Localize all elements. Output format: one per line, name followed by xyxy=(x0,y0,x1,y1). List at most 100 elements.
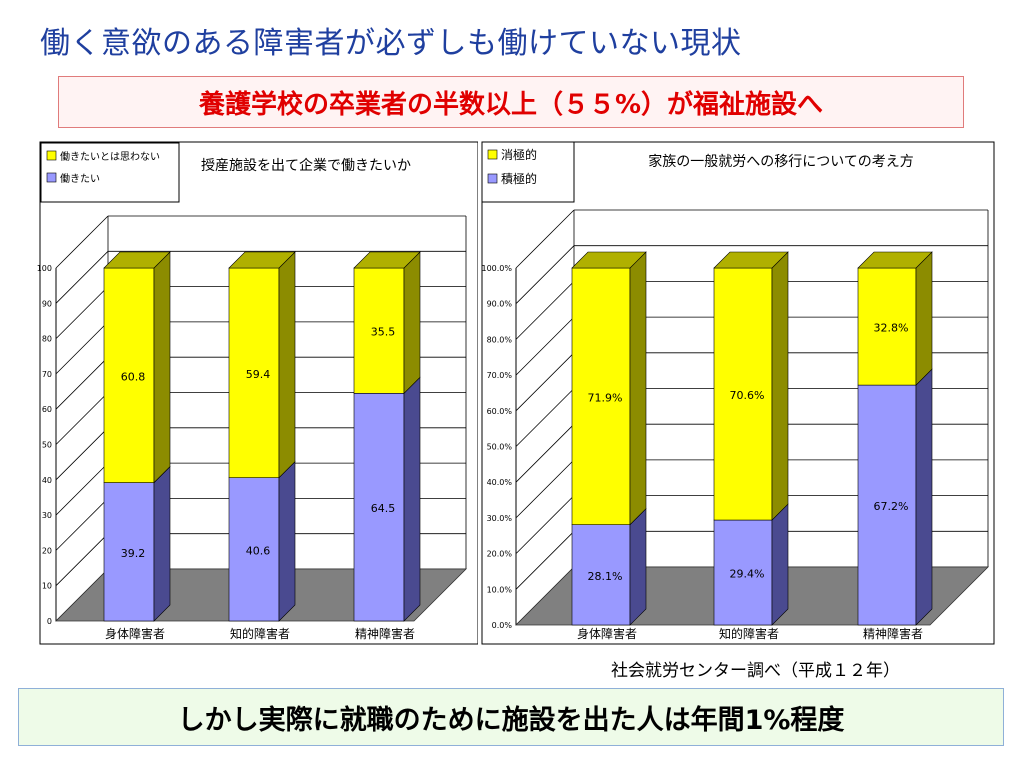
bar-side xyxy=(771,503,789,626)
bar-top xyxy=(228,251,296,269)
bar-side xyxy=(153,251,171,484)
gridline-side xyxy=(55,215,109,269)
y-tick-label: 10.0% xyxy=(487,585,513,594)
data-label: 60.8 xyxy=(121,370,146,383)
legend xyxy=(481,141,575,203)
bar-segment xyxy=(713,267,773,521)
gridline-side xyxy=(515,423,575,483)
bar-side xyxy=(278,251,296,479)
gridline-side xyxy=(515,281,575,340)
y-tick-label: 20 xyxy=(42,546,52,555)
gridline-side xyxy=(515,352,575,412)
bar-side xyxy=(278,460,296,622)
y-tick-label: 40 xyxy=(42,476,52,485)
chart-right: 0.0% 10.0% 20.0% 30.0% 40.0% 50.0% 60.0% 70.0% 8… xyxy=(481,141,995,645)
y-tick-label: 80.0% xyxy=(487,335,513,344)
conclusion-text: しかし実際に就職のために施設を出た人は年間1%程度 xyxy=(177,704,845,736)
x-tick-label: 身体障害者 xyxy=(577,626,637,641)
data-label: 35.5 xyxy=(371,326,396,339)
y-tick-label: 100.0% xyxy=(481,264,512,273)
data-label: 67.2% xyxy=(874,500,909,513)
y-tick-label: 90 xyxy=(42,299,52,308)
legend xyxy=(40,142,180,203)
bar-top xyxy=(353,251,421,269)
y-tick-label: 60.0% xyxy=(487,407,513,416)
data-label: 39.2 xyxy=(121,547,146,560)
gridline-side xyxy=(515,245,575,304)
bar-segment xyxy=(228,267,280,478)
bar-side xyxy=(915,251,933,386)
highlight-text: 養護学校の卒業者の半数以上（５５%）が福祉施設へ xyxy=(198,89,824,120)
gridline-side xyxy=(55,251,109,304)
bar-side xyxy=(403,251,421,395)
data-label: 71.9% xyxy=(588,391,623,404)
chart-title: 授産施設を出て企業で働きたいか xyxy=(201,157,411,174)
gridline-side xyxy=(55,427,109,481)
legend-swatch xyxy=(487,173,498,184)
bar-segment xyxy=(103,267,155,483)
gridline-side xyxy=(515,388,575,447)
x-tick-label: 精神障害者 xyxy=(863,626,923,641)
bar-side xyxy=(915,368,933,626)
chart-title: 家族の一般就労への移行についての考え方 xyxy=(648,153,914,170)
y-tick-label: 70 xyxy=(42,370,52,379)
x-tick-label: 知的障害者 xyxy=(230,626,290,641)
data-label: 28.1% xyxy=(588,570,623,583)
bar-top xyxy=(857,251,933,269)
gridline-side xyxy=(55,356,109,410)
bar-side xyxy=(771,251,789,521)
y-tick-label: 10 xyxy=(42,582,52,591)
bar-segment xyxy=(103,482,155,622)
legend-label: 働きたい xyxy=(60,172,100,185)
legend-swatch xyxy=(46,150,57,161)
bar-top xyxy=(571,251,647,269)
gridline-side xyxy=(515,495,575,554)
bar-segment xyxy=(571,524,631,626)
gridline-side xyxy=(55,321,109,375)
data-label: 70.6% xyxy=(730,389,765,402)
bar-segment xyxy=(353,393,405,622)
bar-side xyxy=(153,465,171,622)
bar-segment xyxy=(857,384,917,626)
data-label: 32.8% xyxy=(874,322,909,335)
gridline-side xyxy=(515,209,575,269)
bar-segment xyxy=(571,267,631,525)
bar-side xyxy=(629,251,647,526)
legend-label: 消極的 xyxy=(501,147,537,162)
gridline-side xyxy=(515,459,575,519)
bar-top xyxy=(713,251,789,269)
y-tick-label: 50.0% xyxy=(487,443,513,452)
gridline-side xyxy=(515,316,575,376)
chart-left: 0 10 20 30 40 50 60 70 80 90 100 39.2 60.8 身体障害者 40.6 5… xyxy=(37,141,478,645)
y-tick-label: 100 xyxy=(37,264,52,273)
y-tick-label: 80 xyxy=(42,335,52,344)
y-tick-label: 40.0% xyxy=(487,478,513,487)
highlight-box: 養護学校の卒業者の半数以上（５５%）が福祉施設へ xyxy=(58,76,964,128)
y-tick-label: 70.0% xyxy=(487,371,513,380)
gridline-side xyxy=(55,533,109,586)
data-label: 64.5 xyxy=(371,502,396,515)
gridline-side xyxy=(55,392,109,445)
y-tick-label: 30.0% xyxy=(487,514,513,523)
gridline-side xyxy=(515,531,575,590)
y-tick-label: 60 xyxy=(42,405,52,414)
gridline-side xyxy=(55,462,109,516)
y-tick-label: 30 xyxy=(42,511,52,520)
gridline-side xyxy=(55,286,109,339)
y-tick-label: 50 xyxy=(42,441,52,450)
y-tick-label: 0.0% xyxy=(492,621,513,630)
data-label: 59.4 xyxy=(246,368,271,381)
bar-segment xyxy=(353,267,405,394)
bar-top xyxy=(103,251,171,269)
y-tick-label: 20.0% xyxy=(487,550,513,559)
y-tick-label: 0 xyxy=(47,617,52,626)
legend-label: 積極的 xyxy=(501,171,537,186)
gridline-side xyxy=(55,498,109,551)
bar-side xyxy=(403,376,421,622)
legend-label: 働きたいとは思わない xyxy=(60,150,160,163)
y-tick-label: 90.0% xyxy=(487,300,513,309)
conclusion-box: しかし実際に就職のために施設を出た人は年間1%程度 xyxy=(18,688,1004,746)
x-tick-label: 身体障害者 xyxy=(105,626,165,641)
x-tick-label: 精神障害者 xyxy=(355,626,415,641)
legend-swatch xyxy=(487,149,498,160)
